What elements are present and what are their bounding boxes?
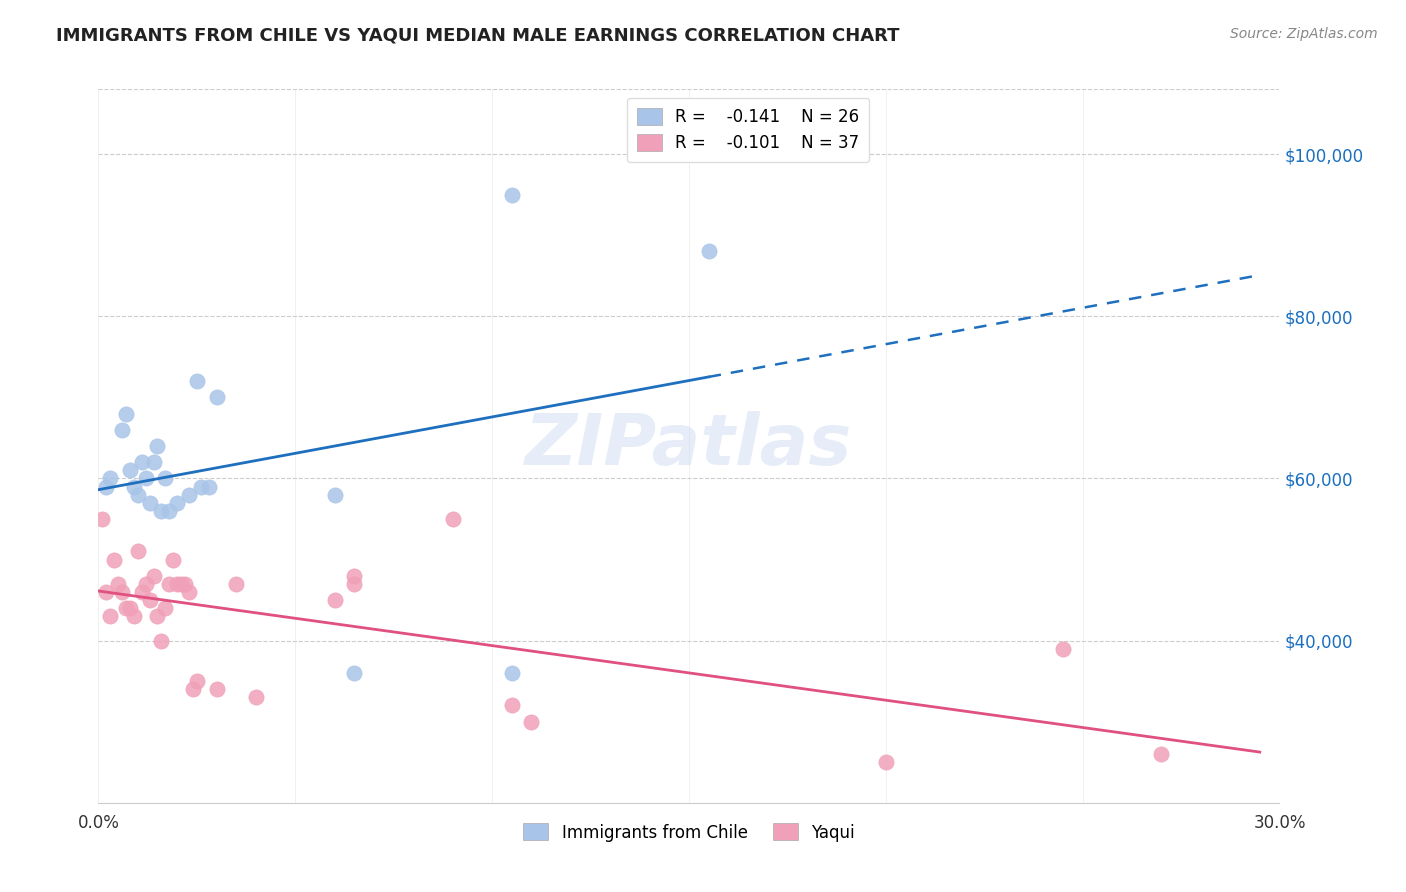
Point — [174, 577, 197, 591]
Point — [520, 714, 543, 729]
Point — [127, 488, 149, 502]
Legend: Immigrants from Chile, Yaqui: Immigrants from Chile, Yaqui — [513, 814, 865, 852]
Point — [177, 585, 200, 599]
Point — [138, 496, 160, 510]
Point — [107, 577, 129, 591]
Text: IMMIGRANTS FROM CHILE VS YAQUI MEDIAN MALE EARNINGS CORRELATION CHART: IMMIGRANTS FROM CHILE VS YAQUI MEDIAN MA… — [56, 27, 900, 45]
Point — [186, 374, 208, 388]
Point — [146, 609, 169, 624]
Point — [501, 666, 523, 681]
Point — [150, 633, 173, 648]
Point — [138, 593, 160, 607]
Point — [501, 698, 523, 713]
Point — [170, 577, 193, 591]
Text: Source: ZipAtlas.com: Source: ZipAtlas.com — [1230, 27, 1378, 41]
Point — [142, 455, 165, 469]
Point — [181, 682, 204, 697]
Point — [441, 512, 464, 526]
Point — [135, 471, 157, 485]
Point — [225, 577, 247, 591]
Point — [323, 488, 346, 502]
Point — [177, 488, 200, 502]
Point — [323, 593, 346, 607]
Point — [122, 479, 145, 493]
Point — [205, 682, 228, 697]
Point — [697, 244, 720, 259]
Point — [142, 568, 165, 582]
Point — [96, 585, 118, 599]
Point — [91, 512, 114, 526]
Point — [197, 479, 219, 493]
Point — [245, 690, 267, 705]
Point — [103, 552, 125, 566]
Point — [127, 544, 149, 558]
Point — [205, 390, 228, 404]
Point — [96, 479, 118, 493]
Point — [155, 601, 177, 615]
Point — [157, 504, 180, 518]
Text: ZIPatlas: ZIPatlas — [526, 411, 852, 481]
Point — [186, 674, 208, 689]
Point — [118, 601, 141, 615]
Point — [111, 585, 134, 599]
Point — [131, 455, 153, 469]
Point — [98, 609, 121, 624]
Point — [343, 666, 366, 681]
Point — [122, 609, 145, 624]
Point — [1052, 641, 1074, 656]
Point — [115, 601, 138, 615]
Point — [157, 577, 180, 591]
Point — [115, 407, 138, 421]
Point — [155, 471, 177, 485]
Point — [111, 423, 134, 437]
Point — [150, 504, 173, 518]
Point — [146, 439, 169, 453]
Point — [875, 756, 897, 770]
Point — [135, 577, 157, 591]
Point — [166, 496, 188, 510]
Point — [343, 577, 366, 591]
Point — [166, 577, 188, 591]
Point — [118, 463, 141, 477]
Point — [501, 187, 523, 202]
Point — [343, 568, 366, 582]
Point — [131, 585, 153, 599]
Point — [162, 552, 184, 566]
Point — [190, 479, 212, 493]
Point — [98, 471, 121, 485]
Point — [1150, 747, 1173, 761]
